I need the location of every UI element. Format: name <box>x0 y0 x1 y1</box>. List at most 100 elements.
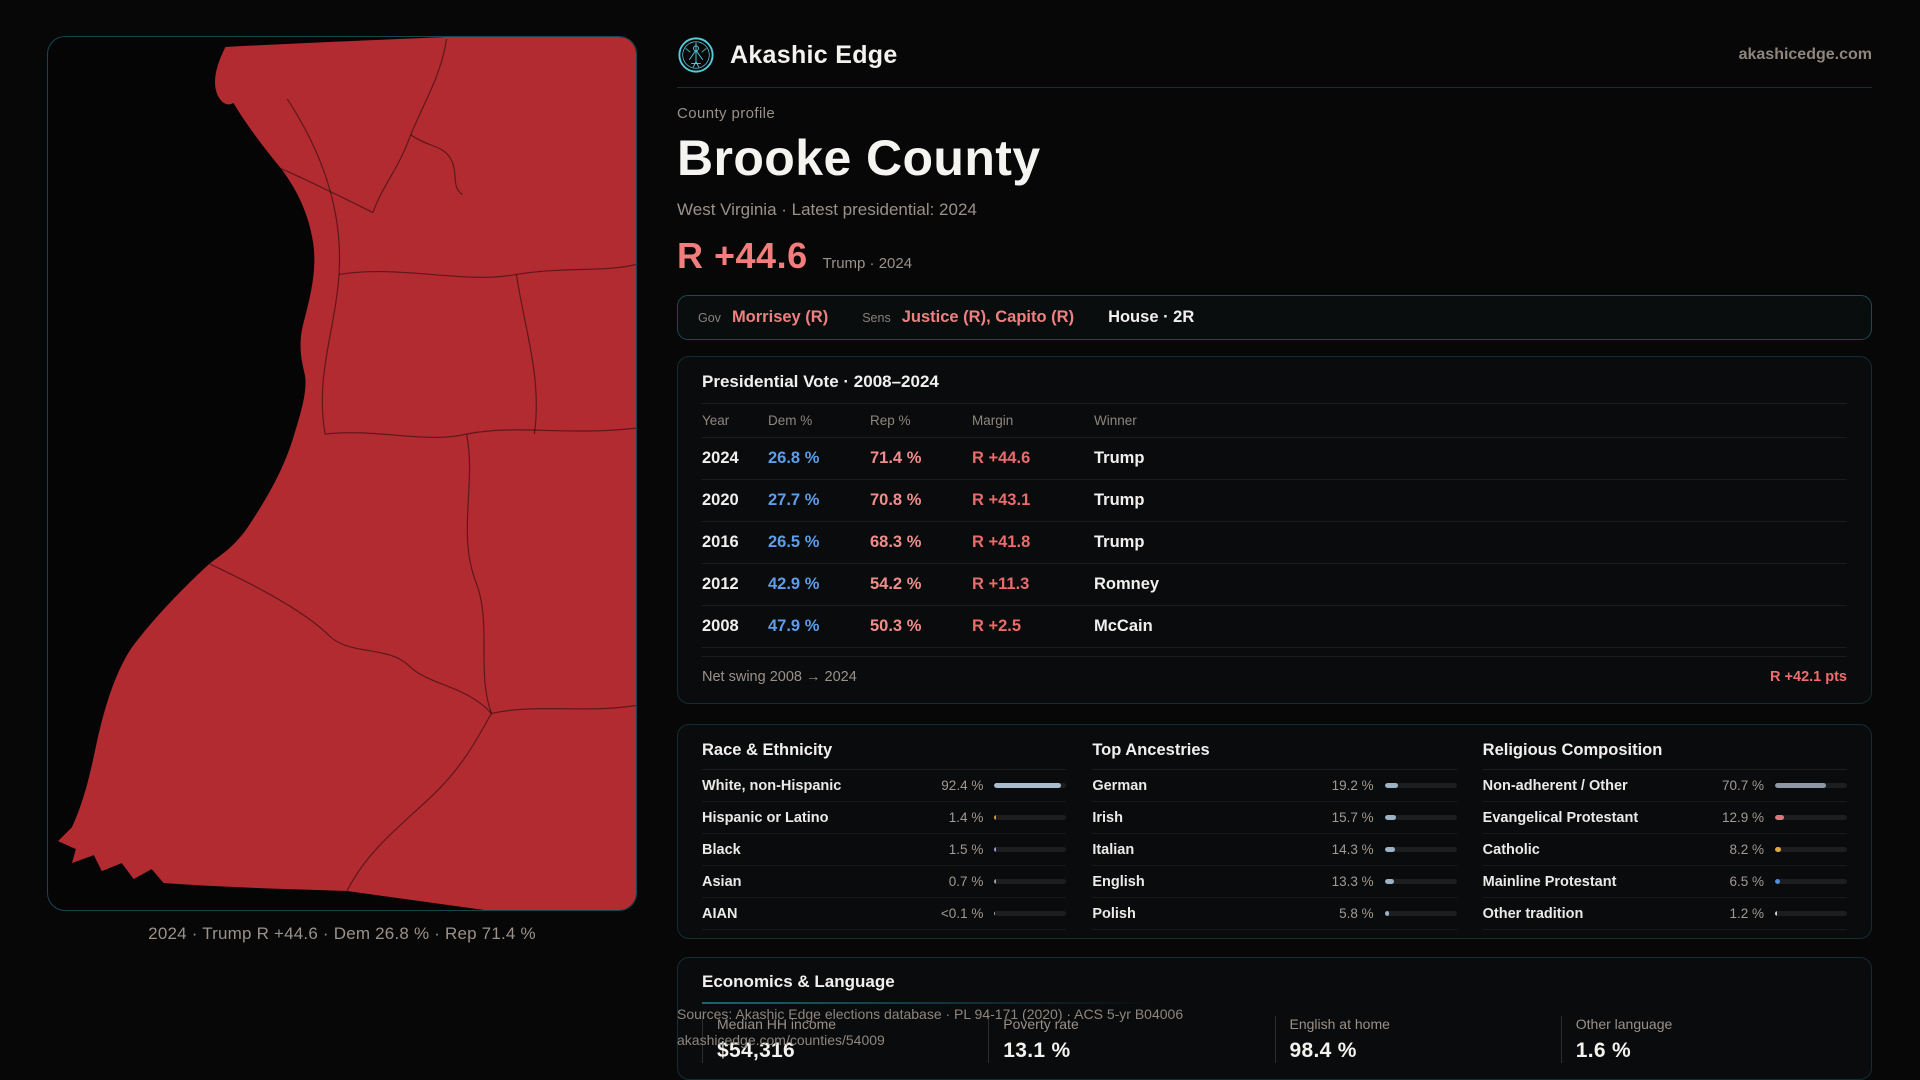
economics-stats: Median HH income $54,316 Poverty rate 13… <box>702 1016 1847 1063</box>
economics-stat-value: 98.4 % <box>1289 1039 1357 1062</box>
demographic-label: Other tradition <box>1482 905 1584 922</box>
ancestries-title: Top Ancestries <box>1092 741 1457 770</box>
vote-rep-pct: 68.3 % <box>870 533 922 551</box>
vote-dem-pct: 26.8 % <box>768 449 820 467</box>
brand-domain-link[interactable]: akashicedge.com <box>1738 46 1872 63</box>
page-subtitle: West Virginia · Latest presidential: 202… <box>677 200 977 219</box>
demographic-row: Irish 15.7 % <box>1092 802 1457 834</box>
religion-rows: Non-adherent / Other 70.7 % Evangelical … <box>1482 770 1847 930</box>
governor-label: Gov <box>698 310 721 325</box>
page-title: Brooke County <box>677 130 1041 186</box>
demographic-value: 19.2 % <box>1331 778 1374 793</box>
county-shape <box>57 37 636 910</box>
governor-value: Morrisey (R) <box>731 308 829 326</box>
demographic-bar-fill <box>1384 879 1395 884</box>
house-value: House · 2R <box>1108 308 1195 326</box>
economics-title-underline <box>702 1002 1157 1004</box>
headline-note: Trump · 2024 <box>822 255 913 272</box>
senators-label: Sens <box>862 310 891 325</box>
demographic-bar <box>1384 815 1457 820</box>
demographic-value: 70.7 % <box>1721 778 1764 793</box>
vote-margin: R +44.6 <box>972 449 1031 467</box>
demographic-bar <box>1384 783 1457 788</box>
vote-table-header: Year Dem % Rep % Margin Winner <box>702 404 1847 438</box>
religion-column: Religious Composition Non-adherent / Oth… <box>1482 741 1847 930</box>
vote-rep-pct: 71.4 % <box>870 449 922 467</box>
demographic-bar <box>1384 847 1457 852</box>
vote-winner: McCain <box>1094 617 1153 635</box>
demographic-bar <box>1775 783 1847 788</box>
vote-year: 2020 <box>702 491 739 509</box>
demographic-label: Irish <box>1092 809 1123 826</box>
vote-margin: R +11.3 <box>972 575 1030 593</box>
map-column: 2024 · Trump R +44.6 · Dem 26.8 % · Rep … <box>47 36 637 1080</box>
ancestries-column: Top Ancestries German 19.2 % Irish 15.7 … <box>1092 741 1457 930</box>
demographic-bar <box>1775 879 1847 884</box>
demographics-card: Race & Ethnicity White, non-Hispanic 92.… <box>677 724 1872 939</box>
vote-row: 2024 26.8 % 71.4 % R +44.6 Trump <box>702 438 1847 480</box>
economics-stat: Poverty rate 13.1 % <box>988 1016 1274 1063</box>
presidential-vote-card: Presidential Vote · 2008–2024 Year Dem %… <box>677 356 1872 704</box>
headline: R +44.6 Trump · 2024 <box>677 235 1872 277</box>
demographic-row: German 19.2 % <box>1092 770 1457 802</box>
demographic-bar <box>994 815 1067 820</box>
vote-row: 2012 42.9 % 54.2 % R +11.3 Romney <box>702 564 1847 606</box>
demographic-label: Polish <box>1092 905 1136 922</box>
vote-row: 2016 26.5 % 68.3 % R +41.8 Trump <box>702 522 1847 564</box>
race-ethnicity-title: Race & Ethnicity <box>702 741 1067 770</box>
sources-line1: Sources: Akashic Edge elections database… <box>677 1006 1184 1022</box>
content-column: Akashic Edge akashicedge.com County prof… <box>677 36 1872 1080</box>
demographic-row: White, non-Hispanic 92.4 % <box>702 770 1067 802</box>
vote-margin: R +43.1 <box>972 491 1031 509</box>
vote-rows: 2024 26.8 % 71.4 % R +44.6 Trump 2020 27… <box>702 438 1847 648</box>
col-winner: Winner <box>1094 413 1137 428</box>
demographic-bar <box>1775 815 1847 820</box>
demographic-label: Asian <box>702 873 742 890</box>
demographic-bar <box>994 879 1067 884</box>
demographic-label: AIAN <box>702 905 738 922</box>
demographic-bar-fill <box>994 879 997 884</box>
religion-title: Religious Composition <box>1482 741 1847 770</box>
map-caption: 2024 · Trump R +44.6 · Dem 26.8 % · Rep … <box>148 924 536 943</box>
demographic-bar <box>1775 847 1847 852</box>
demographic-label: Italian <box>1092 841 1135 858</box>
demographic-bar <box>1775 911 1847 916</box>
header: Akashic Edge akashicedge.com <box>677 36 1872 88</box>
precinct-boundaries <box>209 38 636 892</box>
demographic-row: AIAN <0.1 % <box>702 898 1067 930</box>
economics-stat-label: English at home <box>1289 1016 1390 1032</box>
demographic-label: Black <box>702 841 741 858</box>
vote-rep-pct: 70.8 % <box>870 491 922 509</box>
vote-margin: R +41.8 <box>972 533 1031 551</box>
vote-dem-pct: 47.9 % <box>768 617 820 635</box>
sources-footer: Sources: Akashic Edge elections database… <box>677 1001 1183 1053</box>
economics-stat-value: 13.1 % <box>1003 1039 1071 1062</box>
demographic-label: Hispanic or Latino <box>702 809 829 826</box>
col-rep: Rep % <box>870 413 911 428</box>
demographic-bar-fill <box>994 783 1061 788</box>
col-year: Year <box>702 413 730 428</box>
vote-winner: Romney <box>1094 575 1160 593</box>
demographic-value: 5.8 % <box>1339 906 1374 921</box>
demographic-value: 13.3 % <box>1331 874 1374 889</box>
demographic-bar-fill <box>1775 815 1785 820</box>
race-ethnicity-column: Race & Ethnicity White, non-Hispanic 92.… <box>702 741 1067 930</box>
brand-name: Akashic Edge <box>730 40 898 69</box>
demographic-label: Catholic <box>1482 841 1540 858</box>
economics-stat: Median HH income $54,316 <box>702 1016 988 1063</box>
brand-logo-icon <box>678 37 714 73</box>
net-swing-label: Net swing 2008 → 2024 <box>702 669 857 685</box>
demographic-value: 1.2 % <box>1729 906 1764 921</box>
demographic-label: Non-adherent / Other <box>1482 777 1628 794</box>
demographic-bar-fill <box>1384 847 1395 852</box>
demographic-row: Italian 14.3 % <box>1092 834 1457 866</box>
demographic-row: Black 1.5 % <box>702 834 1067 866</box>
vote-year: 2024 <box>702 449 739 467</box>
demographic-bar <box>1384 911 1457 916</box>
demographic-value: 6.5 % <box>1729 874 1764 889</box>
vote-winner: Trump <box>1094 449 1145 467</box>
vote-rep-pct: 54.2 % <box>870 575 922 593</box>
demographic-row: Other tradition 1.2 % <box>1482 898 1847 930</box>
demographic-bar <box>994 847 1067 852</box>
